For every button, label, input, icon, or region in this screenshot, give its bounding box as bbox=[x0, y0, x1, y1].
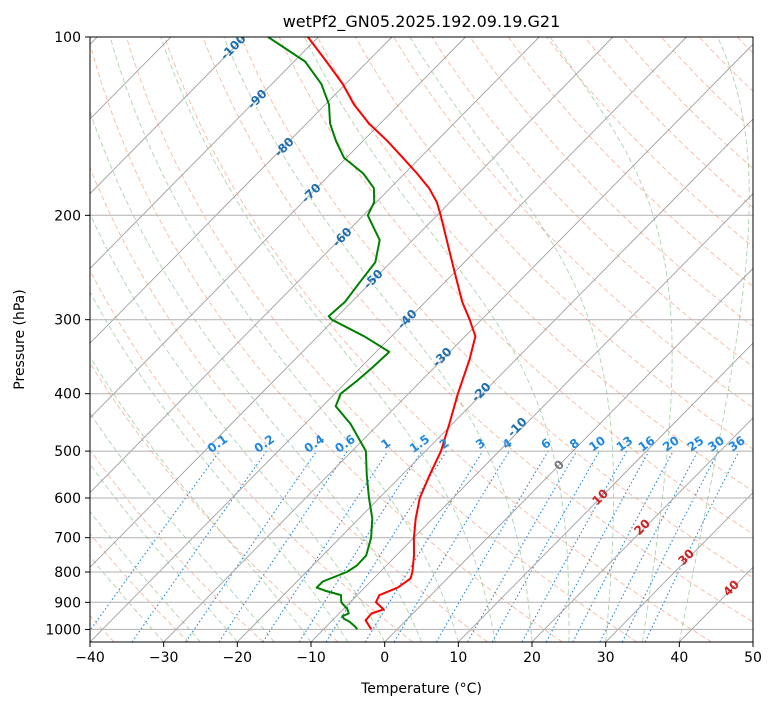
mixing-ratio-line-3 bbox=[364, 450, 484, 642]
mixing-ratio-line-1 bbox=[262, 450, 389, 642]
mixing-ratio-line-36 bbox=[644, 450, 740, 642]
moist-adiabat-0 bbox=[90, 212, 386, 642]
moist-adiabat--25 bbox=[90, 510, 201, 642]
isotherm-10 bbox=[457, 342, 753, 642]
mixing-ratio-line-13 bbox=[521, 450, 628, 642]
y-tick-label: 200 bbox=[54, 208, 81, 224]
x-tick-label: −10 bbox=[296, 650, 326, 666]
dry-adiabat-0 bbox=[90, 269, 414, 642]
dry-adiabat-40 bbox=[164, 37, 712, 642]
dry-adiabat-80 bbox=[317, 37, 753, 492]
isobar-gridlines bbox=[90, 37, 753, 630]
moist-adiabat--30 bbox=[90, 555, 165, 642]
profile-line-1 bbox=[267, 37, 391, 631]
y-axis-ticks: 100 200 300 400 500 600 700 800 900 1000 bbox=[45, 30, 90, 638]
y-tick-label: 1000 bbox=[45, 622, 81, 638]
mixing-ratio-line-30 bbox=[621, 450, 719, 642]
x-tick-label: 10 bbox=[449, 650, 467, 666]
moist-adiabat-40 bbox=[678, 37, 750, 642]
dry-adiabat-30 bbox=[126, 37, 638, 642]
isotherm-20 bbox=[531, 417, 753, 642]
dry-adiabat--30 bbox=[90, 533, 190, 642]
mixing-ratio-line-1.5 bbox=[298, 450, 423, 642]
x-tick-label: −20 bbox=[223, 650, 253, 666]
isotherm--60 bbox=[90, 37, 540, 494]
x-tick-label: 0 bbox=[380, 650, 389, 666]
isotherm--90 bbox=[90, 37, 319, 270]
mixing-ratio-line-0.1 bbox=[90, 450, 221, 632]
y-axis-label: Pressure (hPa) bbox=[12, 289, 28, 389]
y-tick-label: 700 bbox=[54, 531, 81, 547]
x-tick-label: −30 bbox=[149, 650, 179, 666]
moist-adiabat--5 bbox=[90, 291, 349, 642]
moist-adiabat--20 bbox=[90, 463, 238, 642]
mixing-ratio-line-16 bbox=[545, 450, 650, 642]
mixing-ratio-line-0.6 bbox=[218, 450, 348, 642]
chart-title: wetPf2_GN05.2025.192.09.19.G21 bbox=[283, 12, 561, 32]
isotherm--80 bbox=[90, 37, 393, 344]
mixing-ratio-line-4 bbox=[393, 450, 510, 642]
dry-adiabat-110 bbox=[431, 37, 753, 368]
y-tick-label: 800 bbox=[54, 565, 81, 581]
isotherm-0 bbox=[384, 267, 753, 642]
plot-frame bbox=[89, 36, 754, 643]
mixing-ratio-line-2 bbox=[325, 450, 448, 642]
moist-adiabat-15 bbox=[160, 37, 496, 642]
plot-area: -100-90-80-70-60-50-40-30-20-10010203040… bbox=[90, 37, 753, 642]
dry-adiabat-90 bbox=[355, 37, 753, 450]
x-axis-ticks: −40 −30 −20 −10 0 10 20 30 40 50 bbox=[75, 642, 762, 666]
dry-adiabat-50 bbox=[202, 37, 753, 623]
moist-adiabat-35 bbox=[549, 37, 673, 642]
isotherm--10 bbox=[310, 193, 753, 642]
isotherm--20 bbox=[236, 118, 753, 642]
x-tick-label: 40 bbox=[670, 650, 688, 666]
y-tick-label: 600 bbox=[54, 491, 81, 507]
moist-adiabat-20 bbox=[223, 37, 533, 642]
isotherm--100 bbox=[90, 37, 245, 195]
moist-adiabat--15 bbox=[90, 412, 275, 642]
isotherm-30 bbox=[605, 491, 753, 642]
moist-adiabat--10 bbox=[90, 356, 312, 642]
isotherm--50 bbox=[90, 37, 614, 568]
sounding-profiles bbox=[267, 37, 477, 631]
moist-adiabat-25 bbox=[303, 37, 570, 642]
isotherm--40 bbox=[90, 37, 687, 642]
moist-adiabat-5 bbox=[90, 110, 422, 642]
y-tick-label: 900 bbox=[54, 595, 81, 611]
x-tick-label: 30 bbox=[597, 650, 615, 666]
x-tick-label: −40 bbox=[75, 650, 105, 666]
isotherms bbox=[90, 37, 753, 642]
mixing-ratio-line-0.4 bbox=[185, 450, 318, 642]
y-tick-label: 100 bbox=[54, 30, 81, 46]
y-tick-label: 300 bbox=[54, 313, 81, 329]
x-tick-label: 20 bbox=[523, 650, 541, 666]
dry-adiabat-120 bbox=[469, 37, 753, 327]
isotherm--70 bbox=[90, 37, 466, 419]
y-tick-label: 500 bbox=[54, 444, 81, 460]
dry-adiabat-10 bbox=[90, 166, 488, 642]
profile-line-0 bbox=[307, 37, 477, 630]
moist-adiabat-30 bbox=[409, 37, 615, 642]
x-axis-label: Temperature (°C) bbox=[360, 681, 482, 697]
y-tick-label: 400 bbox=[54, 387, 81, 403]
isotherm--30 bbox=[163, 43, 753, 642]
x-tick-label: 50 bbox=[744, 650, 762, 666]
